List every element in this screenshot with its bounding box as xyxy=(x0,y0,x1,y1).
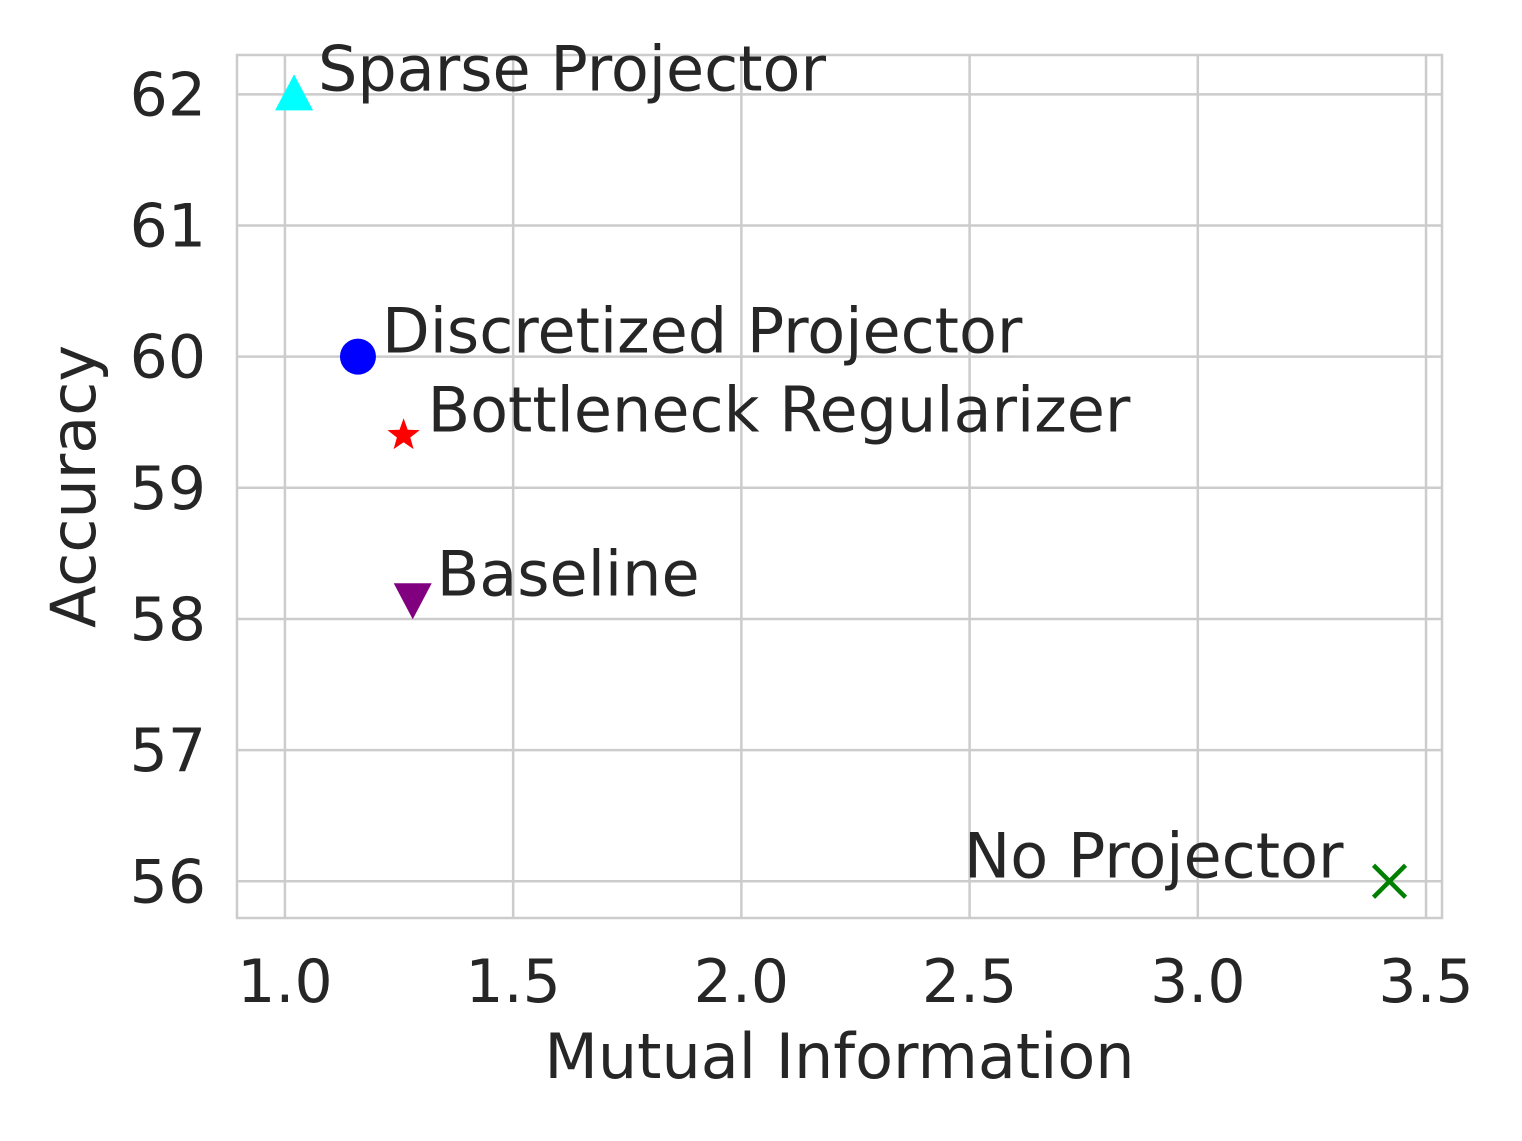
point-discretized-projector: Discretized Projector xyxy=(339,295,1023,375)
y-axis-label: Accuracy xyxy=(37,345,110,628)
point-sparse-projector: Sparse Projector xyxy=(275,32,826,111)
point-label: Bottleneck Regularizer xyxy=(428,373,1131,446)
x-marker xyxy=(1371,863,1408,899)
y-tick-label: 56 xyxy=(130,847,206,917)
x-axis-ticks: 1.0 1.5 2.0 2.5 3.0 3.5 xyxy=(237,947,1474,1017)
x-tick-label: 2.5 xyxy=(922,947,1017,1017)
point-baseline: Baseline xyxy=(393,537,700,620)
x-tick-label: 1.5 xyxy=(465,947,560,1017)
y-tick-label: 61 xyxy=(130,192,206,262)
point-label: No Projector xyxy=(964,819,1344,892)
point-label: Discretized Projector xyxy=(382,295,1023,368)
triangle-up-marker xyxy=(275,74,314,111)
x-axis-label: Mutual Information xyxy=(544,1020,1134,1093)
y-tick-label: 60 xyxy=(130,323,206,393)
y-tick-label: 58 xyxy=(130,585,206,655)
point-bottleneck-regularizer: Bottleneck Regularizer xyxy=(387,373,1131,450)
triangle-down-marker xyxy=(393,583,432,620)
x-tick-label: 1.0 xyxy=(237,947,332,1017)
star-marker xyxy=(387,418,420,450)
point-label: Sparse Projector xyxy=(318,32,826,105)
x-tick-label: 3.5 xyxy=(1378,947,1473,1017)
grid-lines xyxy=(237,55,1442,918)
y-tick-label: 57 xyxy=(130,716,206,786)
y-tick-label: 59 xyxy=(130,454,206,524)
data-points: Sparse Projector Discretized ProjectorBot… xyxy=(275,32,1408,899)
x-tick-label: 2.0 xyxy=(694,947,789,1017)
x-tick-label: 3.0 xyxy=(1150,947,1245,1017)
circle-marker xyxy=(339,338,376,375)
point-no-projector: No Projector xyxy=(964,819,1408,899)
point-label: Baseline xyxy=(437,537,700,610)
y-tick-label: 62 xyxy=(130,60,206,130)
plot-area-frame xyxy=(235,53,1444,920)
y-axis-ticks: 56 57 58 59 60 61 62 xyxy=(130,60,206,917)
